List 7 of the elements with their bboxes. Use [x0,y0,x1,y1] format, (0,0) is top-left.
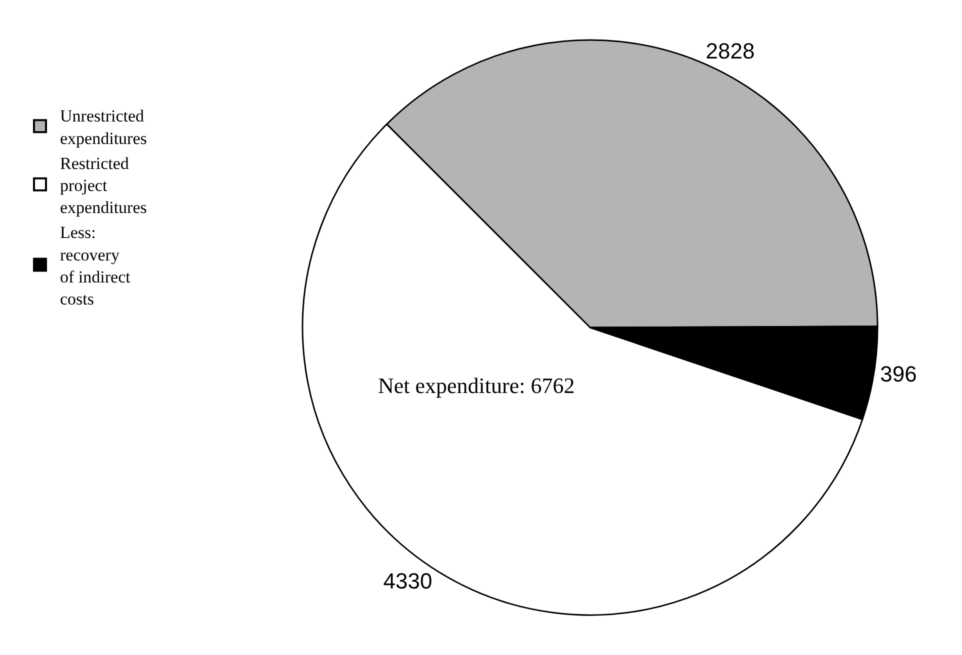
legend-label: Less: recovery of indirect costs [60,223,131,308]
text: Net expenditure: 6762 [378,373,575,398]
data-label: 2828 [706,38,755,64]
data-label: 4330 [383,568,432,594]
legend-label: Unrestricted expenditures [60,106,147,148]
legend-label: Restricted project expenditures [60,154,147,218]
data-label: 396 [880,361,917,386]
